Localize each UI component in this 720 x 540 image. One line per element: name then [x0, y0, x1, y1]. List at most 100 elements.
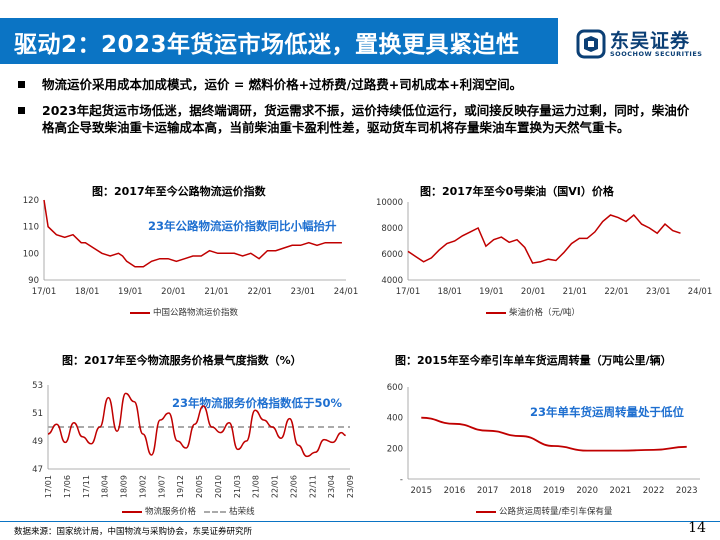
bullet-text: 2023年起货运市场低迷，据终端调研，货运需求不振，运价持续低位运行，或间接反映…	[42, 103, 690, 135]
chart4-plot: - 200 400 600 2015 2016 2017 2018 2019 2020 2021 20…	[387, 383, 700, 496]
c3-x-tick-label: 18/09	[120, 475, 129, 498]
c3-x-tick-label: 21/03	[233, 475, 242, 498]
c2-series-line	[407, 213, 681, 264]
data-source: 数据来源：国家统计局，中国物流与采购协会，东吴证券研究所	[14, 527, 253, 537]
c1-x-tick-label: 19/01	[118, 287, 143, 297]
bullet-square-icon	[18, 81, 25, 88]
c3-x-tick-label: 23/09	[346, 475, 355, 498]
c3-x-tick-label: 19/02	[138, 475, 147, 498]
c1-y-tick-label: 100	[23, 249, 39, 259]
bullet-square-icon	[18, 107, 25, 114]
c1-x-tick-label: 23/01	[291, 287, 316, 297]
c2-x-tick-label: 23/01	[646, 287, 671, 297]
c3-x-tick-label: 17/06	[63, 475, 72, 498]
c1-x-tick-label: 22/01	[247, 287, 272, 297]
c2-y-tick-label: 10000	[376, 198, 403, 208]
chart2-plot: 4000 6000 8000 10000 17/01 18/01 19/01 20/01 21/…	[376, 198, 713, 297]
chart3-legend-label: 物流服务价格	[145, 507, 197, 517]
c2-x-tick-label: 21/01	[563, 287, 588, 297]
chart1-plot: 90 100 110 120 17/01 18/01 19/01 20/01 21/01 22/0…	[23, 196, 359, 297]
chart1-legend: 中国公路物流运价指数	[130, 306, 238, 318]
c3-x-tick-label: 22/01	[271, 475, 280, 498]
c3-x-tick-label: 21/08	[252, 475, 261, 498]
c1-y-tick-label: 90	[28, 276, 39, 286]
c4-series-line	[421, 416, 687, 452]
c3-series-line	[47, 392, 346, 458]
logo-text-cn: 东吴证券	[610, 30, 691, 52]
c3-y-tick-label: 47	[32, 465, 43, 475]
chart4-annotation: 23年单车货运周转量处于低位	[530, 405, 685, 419]
legend-line-icon	[486, 311, 506, 314]
legend-line-icon	[122, 510, 142, 513]
c4-y-tick-label: -	[400, 475, 403, 485]
chart2-title: 图：2017年至今0号柴油（国VI）价格	[420, 185, 614, 198]
c4-x-tick-label: 2016	[444, 486, 466, 496]
chart3-title: 图：2017年至今物流服务价格景气度指数（%）	[62, 354, 302, 367]
c1-x-tick-label: 18/01	[75, 287, 100, 297]
chart3-annotation: 23年物流服务价格指数低于50%	[172, 396, 343, 410]
c2-x-tick-label: 20/01	[521, 287, 546, 297]
c1-x-tick-label: 21/01	[204, 287, 229, 297]
c4-x-tick-label: 2018	[510, 486, 532, 496]
chart1-title: 图：2017年至今公路物流运价指数	[92, 185, 266, 198]
c1-y-tick-label: 120	[23, 196, 39, 206]
c4-x-tick-label: 2019	[543, 486, 565, 496]
c3-x-tick-label: 19/12	[176, 475, 185, 498]
c4-x-tick-label: 2020	[576, 486, 598, 496]
legend-line-icon	[130, 311, 150, 314]
chart4-legend: 公路货运周转量/牵引车保有量	[476, 505, 612, 517]
page-title: 驱动2：2023年货运市场低迷，置换更具紧迫性	[14, 32, 520, 58]
chart1-legend-label: 中国公路物流运价指数	[153, 308, 239, 318]
chart4-legend-label: 公路货运周转量/牵引车保有量	[499, 507, 613, 517]
c4-y-tick-label: 400	[387, 414, 403, 424]
c2-x-tick-label: 22/01	[604, 287, 629, 297]
c4-y-tick-label: 600	[387, 383, 403, 393]
c2-x-tick-label: 24/01	[688, 287, 713, 297]
c2-x-tick-label: 17/01	[396, 287, 421, 297]
bullet-1: 物流运价采用成本加成模式，运价 = 燃料价格+过桥费/过路费+司机成本+利润空间…	[18, 76, 698, 93]
c1-x-tick-label: 17/01	[32, 287, 57, 297]
c3-x-tick-label: 20/10	[214, 475, 223, 498]
c2-y-tick-label: 4000	[381, 276, 403, 286]
chart1-annotation: 23年公路物流运价指数同比小幅抬升	[148, 219, 337, 233]
legend-line-icon	[476, 510, 496, 513]
c2-x-tick-label: 19/01	[479, 287, 504, 297]
c2-y-tick-label: 8000	[381, 224, 403, 234]
chart3-legend: 物流服务价格 枯荣线	[122, 505, 255, 517]
c4-x-tick-label: 2017	[477, 486, 499, 496]
chart2-legend-label: 柴油价格（元/吨）	[509, 308, 580, 318]
c3-x-tick-label: 22/06	[289, 475, 298, 498]
c3-x-tick-label: 19/07	[157, 475, 166, 498]
c4-x-tick-label: 2015	[410, 486, 432, 496]
chart3-legend2-label: 枯荣线	[229, 507, 255, 517]
c3-x-tick-label: 23/04	[327, 475, 336, 498]
c4-x-tick-label: 2022	[643, 486, 665, 496]
c4-x-tick-label: 2021	[610, 486, 632, 496]
c3-x-tick-label: 18/04	[101, 475, 110, 498]
c2-x-tick-label: 18/01	[437, 287, 462, 297]
chart2-legend: 柴油价格（元/吨）	[486, 306, 580, 318]
c3-x-tick-label: 17/01	[44, 475, 53, 498]
logo-text-en: SOOCHOW SECURITIES	[610, 50, 703, 58]
c3-x-tick-label: 22/11	[308, 475, 317, 498]
c1-x-tick-label: 20/01	[161, 287, 186, 297]
footer-divider	[0, 521, 720, 522]
chart4-title: 图：2015年至今牵引车单车货运周转量（万吨公里/辆）	[395, 354, 672, 367]
c1-y-tick-label: 110	[23, 223, 39, 233]
company-logo: 东吴证券 SOOCHOW SECURITIES	[574, 24, 714, 64]
chart3-plot: 47 49 51 53 17/01 17/06 17/11 18/04 18/09 19/02 19…	[32, 381, 355, 498]
bullet-2: 2023年起货运市场低迷，据终端调研，货运需求不振，运价持续低位运行，或间接反映…	[18, 102, 698, 136]
page-number: 14	[688, 520, 706, 536]
c3-y-tick-label: 51	[32, 409, 43, 419]
c3-y-tick-label: 53	[32, 381, 43, 391]
c1-x-tick-label: 24/01	[334, 287, 359, 297]
legend-dash-icon	[204, 510, 227, 513]
c4-y-tick-label: 200	[387, 444, 403, 454]
logo-mark-icon	[576, 29, 606, 59]
c2-y-tick-label: 6000	[381, 250, 403, 260]
c4-x-tick-label: 2023	[676, 486, 698, 496]
c3-y-tick-label: 49	[32, 437, 43, 447]
bullet-text: 物流运价采用成本加成模式，运价 = 燃料价格+过桥费/过路费+司机成本+利润空间…	[42, 77, 523, 92]
c3-x-tick-label: 17/11	[82, 475, 91, 498]
c1-series-line	[43, 199, 342, 268]
